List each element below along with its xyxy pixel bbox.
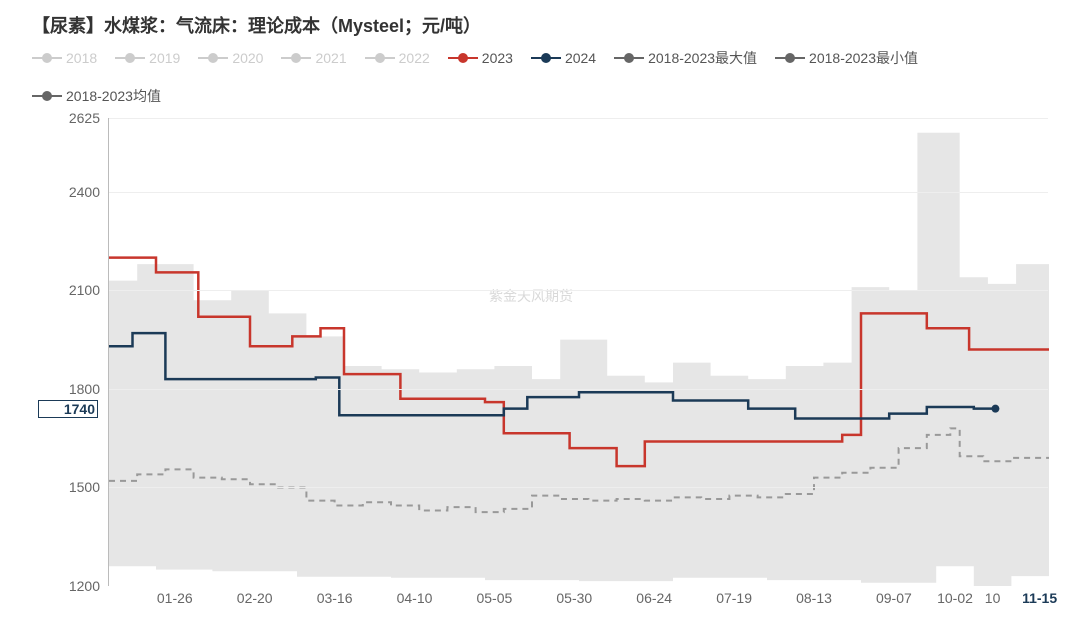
legend-item[interactable]: 2019	[115, 50, 180, 66]
legend: 2018 2019 2020 2021 2022 2023 2024 2018-2023最大值…	[32, 48, 1048, 106]
y-tick-label: 1800	[40, 381, 100, 397]
x-tick-label: 03-16	[317, 590, 353, 606]
x-tick-label: 05-30	[556, 590, 592, 606]
x-tick-label: 09-07	[876, 590, 912, 606]
y-tick-label: 2400	[40, 184, 100, 200]
x-tick-label: 08-13	[796, 590, 832, 606]
legend-item[interactable]: 2024	[531, 50, 596, 66]
legend-item[interactable]: 2021	[281, 50, 346, 66]
x-tick-label: 10	[985, 590, 1001, 606]
x-tick-label: 07-19	[716, 590, 752, 606]
x-tick-label: 05-05	[476, 590, 512, 606]
x-tick-label: 10-02	[937, 590, 973, 606]
legend-item[interactable]: 2020	[198, 50, 263, 66]
chart-title: 【尿素】水煤浆：气流床：理论成本（Mysteel；元/吨）	[32, 12, 481, 38]
x-tick-label: 01-26	[157, 590, 193, 606]
legend-item[interactable]: 2018-2023均值	[32, 86, 161, 106]
y-highlight-label: 1740	[38, 400, 98, 418]
y-tick-label: 1500	[40, 479, 100, 495]
plot: 紫金天风期货 01-2602-2003-1604-1005-0505-3006-…	[108, 118, 1048, 586]
legend-item[interactable]: 2018	[32, 50, 97, 66]
legend-item[interactable]: 2022	[365, 50, 430, 66]
x-tick-label: 06-24	[636, 590, 672, 606]
chart-area: 紫金天风期货 01-2602-2003-1604-1005-0505-3006-…	[108, 118, 1048, 586]
legend-item[interactable]: 2023	[448, 50, 513, 66]
legend-item[interactable]: 2018-2023最小值	[775, 48, 918, 68]
x-tick-label: 02-20	[237, 590, 273, 606]
legend-item[interactable]: 2018-2023最大值	[614, 48, 757, 68]
chart-svg	[109, 118, 1049, 586]
x-tick-label: 11-15	[1022, 590, 1057, 606]
y-tick-label: 2625	[40, 110, 100, 126]
y-tick-label: 1200	[40, 578, 100, 594]
y-tick-label: 2100	[40, 282, 100, 298]
x-tick-label: 04-10	[397, 590, 433, 606]
